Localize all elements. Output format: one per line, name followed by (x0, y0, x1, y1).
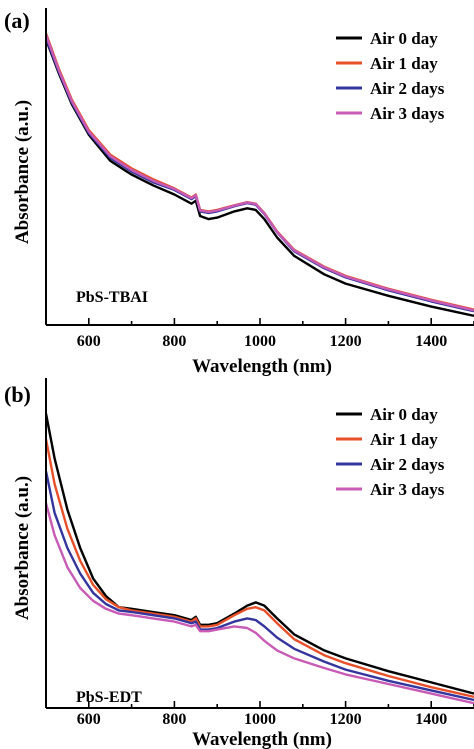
x-tick-label: 1400 (415, 711, 447, 728)
series-line-1 (44, 438, 474, 698)
x-tick-label: 1000 (244, 711, 276, 728)
series-line-3 (44, 502, 474, 705)
panel-label: (b) (4, 382, 31, 407)
series-line-1 (44, 32, 474, 311)
x-axis-title: Wavelength (nm) (192, 356, 332, 377)
chart-panel-a: 600 800 1000 1200 1400 Wavelength (nm) Absorba… (4, 8, 474, 377)
legend-label: Air 0 day (370, 29, 438, 48)
x-tick-label: 600 (77, 333, 101, 350)
legend: Air 0 day Air 1 day Air 2 days Air 3 days (336, 405, 445, 499)
legend-label: Air 2 days (370, 455, 445, 474)
legend-label: Air 1 day (370, 54, 438, 73)
series-line-3 (44, 34, 474, 312)
sample-label: PbS-EDT (76, 689, 142, 706)
sample-label: PbS-TBAI (76, 289, 148, 306)
chart-panel-b: 600 800 1000 1200 1400 Wavelength (nm) Absorba… (4, 378, 474, 749)
x-tick-label: 1400 (415, 333, 447, 350)
series-line-0 (44, 413, 474, 695)
x-tick-label: 1200 (330, 333, 362, 350)
x-tick-label: 1000 (244, 333, 276, 350)
series-line-2 (44, 470, 474, 702)
x-tick-label: 800 (162, 711, 186, 728)
legend: Air 0 day Air 1 day Air 2 days Air 3 days (336, 29, 445, 123)
legend-label: Air 3 days (370, 104, 445, 123)
panel-label: (a) (4, 8, 30, 33)
series-line-0 (44, 39, 474, 317)
y-axis-title: Absorbance (a.u.) (12, 100, 33, 244)
legend-label: Air 2 days (370, 79, 445, 98)
x-tick-label: 800 (162, 333, 186, 350)
legend-label: Air 0 day (370, 405, 438, 424)
legend-label: Air 3 days (370, 480, 445, 499)
x-tick-label: 600 (77, 711, 101, 728)
legend-label: Air 1 day (370, 430, 438, 449)
x-tick-label: 1200 (330, 711, 362, 728)
y-axis-title: Absorbance (a.u.) (12, 476, 33, 620)
x-axis-title: Wavelength (nm) (192, 729, 332, 749)
